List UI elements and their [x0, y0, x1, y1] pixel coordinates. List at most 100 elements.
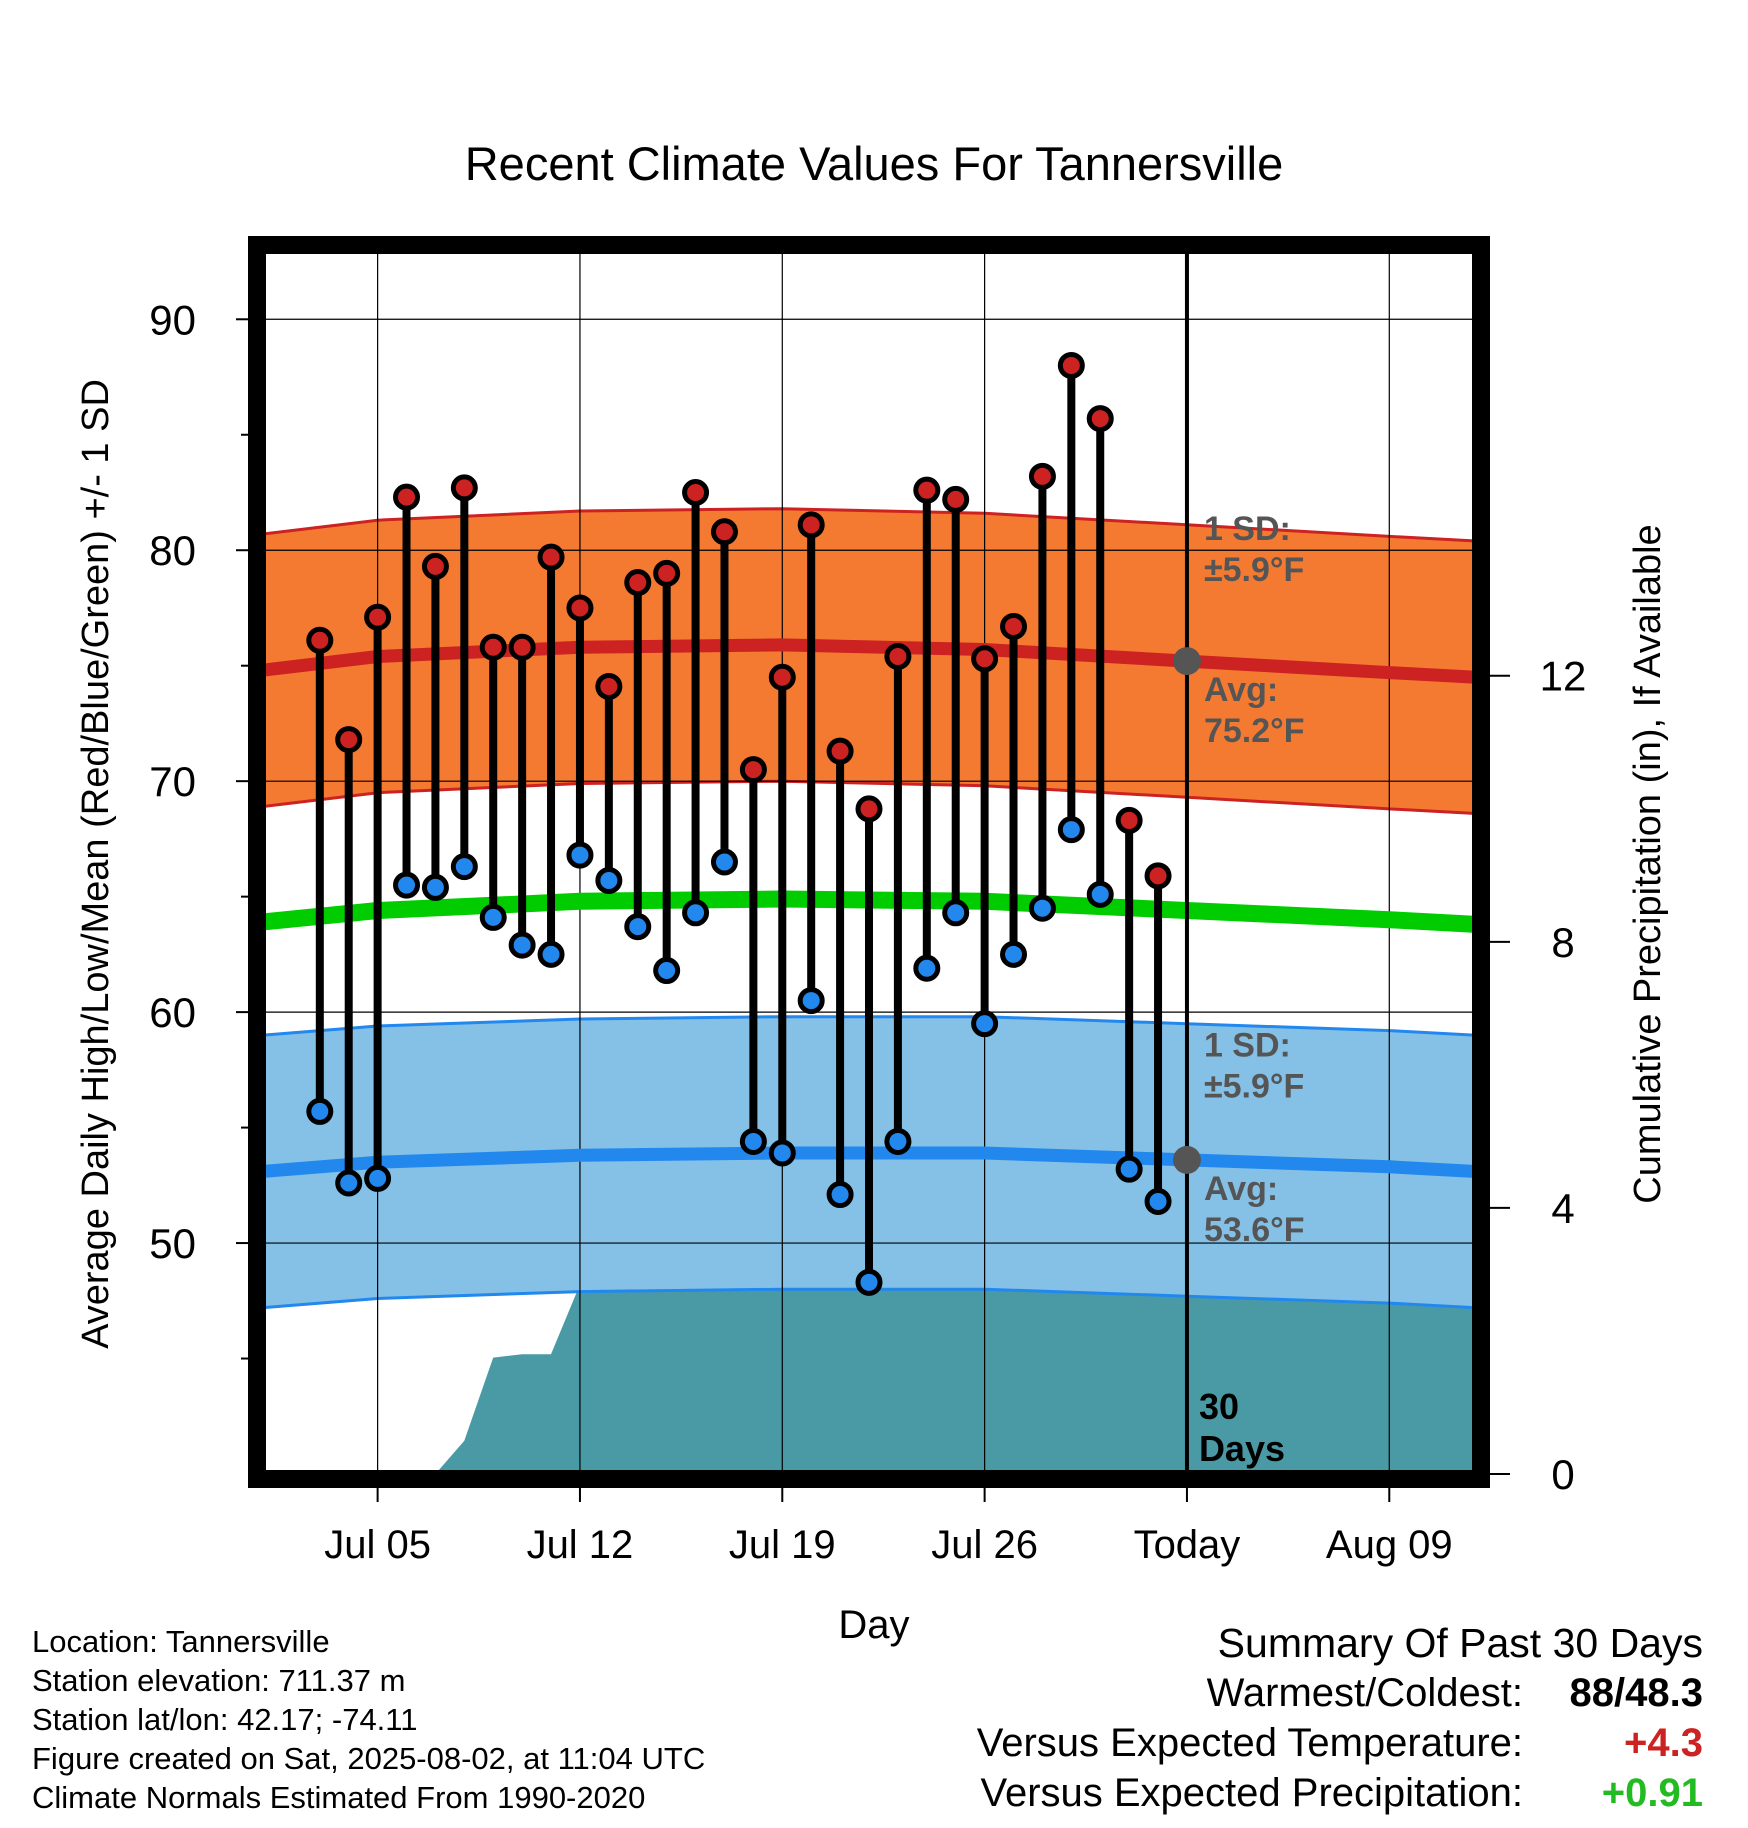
y2-axis-label: Cumulative Precipitation (in), If Availa… — [1627, 524, 1669, 1203]
y-tick-label: 90 — [149, 296, 196, 343]
x-tick-label: Jul 05 — [324, 1523, 431, 1567]
daily-high-point — [479, 633, 507, 661]
low-average-marker — [1172, 1145, 1201, 1174]
daily-low-point — [653, 957, 681, 985]
daily-low-point — [855, 1268, 883, 1296]
high-band-upper — [262, 507, 1476, 543]
daily-high-point — [1000, 612, 1028, 640]
daily-low-point — [508, 931, 536, 959]
daily-high-point — [624, 569, 652, 597]
daily-high-point — [653, 559, 681, 587]
y-tick-label: 70 — [149, 758, 196, 805]
summary-title: Summary Of Past 30 Days — [1217, 1620, 1703, 1666]
daily-low-point — [739, 1127, 767, 1155]
latlon-text: Station lat/lon: 42.17; -74.11 — [32, 1702, 418, 1737]
daily-low-point — [710, 848, 738, 876]
y2-tick-label: 8 — [1551, 919, 1574, 966]
daily-low-point — [421, 873, 449, 901]
temp-diff-value: +4.3 — [1624, 1721, 1703, 1765]
low-band-lower — [262, 1287, 1476, 1310]
daily-high-point — [364, 603, 392, 631]
daily-low-point — [450, 853, 478, 881]
daily-low-point — [913, 954, 941, 982]
y-tick-label: 80 — [149, 527, 196, 574]
daily-high-point — [1115, 806, 1143, 834]
x-axis-label: Day — [838, 1603, 909, 1647]
x-tick-label: Jul 19 — [729, 1523, 836, 1567]
warmest-label: Warmest/Coldest: — [1206, 1671, 1523, 1715]
daily-high-point — [971, 645, 999, 673]
x-tick-label: Jul 12 — [527, 1523, 634, 1567]
summary-panel: Summary Of Past 30 Days Warmest/Coldest:… — [977, 1618, 1703, 1818]
high-sd-annotation: 1 SD: ±5.9°F — [1204, 510, 1304, 589]
daily-high-point — [335, 726, 363, 754]
daily-high-point — [739, 756, 767, 784]
x-tick-label: Today — [1134, 1523, 1241, 1567]
daily-high-point — [595, 672, 623, 700]
daily-high-point — [768, 663, 796, 691]
daily-low-point — [971, 1010, 999, 1038]
high-average-marker — [1172, 647, 1201, 676]
daily-high-point — [566, 594, 594, 622]
station-info: Location: Tannersville Station elevation… — [32, 1622, 705, 1817]
y2-tick-label: 4 — [1551, 1185, 1574, 1232]
daily-low-point — [335, 1169, 363, 1197]
daily-low-point — [595, 866, 623, 894]
daily-low-point — [1144, 1187, 1172, 1215]
daily-low-point — [682, 899, 710, 927]
daily-low-point — [1028, 894, 1056, 922]
daily-high-point — [1144, 862, 1172, 890]
daily-high-point — [913, 476, 941, 504]
daily-low-point — [306, 1097, 334, 1125]
normal-high-line — [262, 638, 1476, 684]
low-band-upper — [262, 1015, 1476, 1037]
daily-low-point — [537, 940, 565, 968]
daily-high-point — [537, 543, 565, 571]
y2-tick-label: 0 — [1551, 1451, 1574, 1498]
daily-low-point — [884, 1127, 912, 1155]
y-axis-label: Average Daily High/Low/Mean (Red/Blue/Gr… — [75, 379, 117, 1349]
low-sd-annotation: 1 SD: ±5.9°F — [1204, 1027, 1304, 1106]
daily-high-point — [393, 483, 421, 511]
normal-low-line — [262, 1146, 1476, 1178]
daily-high-point — [306, 626, 334, 654]
daily-low-point — [1115, 1155, 1143, 1183]
daily-high-point — [855, 795, 883, 823]
daily-low-point — [942, 899, 970, 927]
high-band — [262, 508, 1476, 814]
daily-low-point — [797, 987, 825, 1015]
high-band-lower — [262, 779, 1476, 815]
y-tick-label: 60 — [149, 989, 196, 1036]
elevation-text: Station elevation: 711.37 m — [32, 1663, 406, 1698]
daily-low-point — [364, 1164, 392, 1192]
temp-diff-label: Versus Expected Temperature: — [976, 1721, 1523, 1765]
normal-mean-line — [262, 890, 1476, 933]
high-avg-annotation: Avg: 75.2°F — [1204, 671, 1305, 750]
normals-text: Climate Normals Estimated From 1990-2020 — [32, 1780, 646, 1815]
daily-high-point — [710, 518, 738, 546]
daily-low-point — [1000, 940, 1028, 968]
daily-high-point — [942, 485, 970, 513]
daily-high-point — [826, 737, 854, 765]
created-text: Figure created on Sat, 2025-08-02, at 11… — [32, 1741, 706, 1776]
daily-low-point — [768, 1139, 796, 1167]
precip-diff-value: +0.91 — [1601, 1771, 1703, 1815]
daily-high-point — [1057, 351, 1085, 379]
daily-low-point — [479, 903, 507, 931]
y-tick-label: 50 — [149, 1220, 196, 1267]
daily-high-point — [797, 511, 825, 539]
daily-high-point — [508, 633, 536, 661]
daily-low-point — [566, 841, 594, 869]
today-window-label: 30 Days — [1199, 1386, 1285, 1469]
warmest-value: 88/48.3 — [1569, 1671, 1703, 1715]
daily-low-point — [624, 913, 652, 941]
plot-frame — [248, 236, 1490, 1488]
y2-tick-label: 12 — [1540, 653, 1587, 700]
daily-high-point — [1028, 462, 1056, 490]
daily-low-point — [393, 871, 421, 899]
daily-high-point — [1086, 405, 1114, 433]
daily-high-point — [450, 474, 478, 502]
precip-diff-label: Versus Expected Precipitation: — [980, 1771, 1523, 1815]
chart-title: Recent Climate Values For Tannersville — [465, 137, 1284, 190]
